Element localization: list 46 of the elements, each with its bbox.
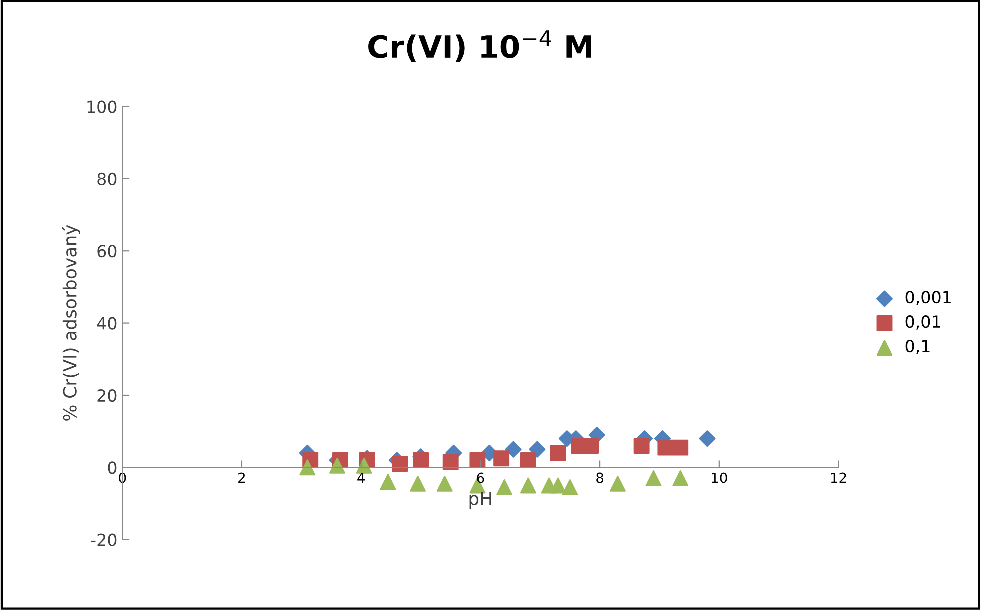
y-axis-title: % Cr(VI) adsorbovaný	[62, 225, 80, 421]
point	[646, 470, 662, 486]
point	[442, 454, 459, 470]
x-tick-label: 8	[596, 472, 604, 484]
y-tick-label: 80	[98, 172, 117, 186]
point	[380, 474, 396, 490]
point	[520, 452, 536, 468]
point	[529, 441, 546, 458]
point	[634, 438, 650, 454]
x-tick-label: 10	[712, 472, 728, 484]
y-tick-label: 60	[98, 245, 117, 258]
point	[470, 452, 486, 468]
point	[610, 476, 626, 492]
point	[550, 445, 566, 462]
point	[436, 476, 453, 492]
point	[520, 478, 536, 494]
x-tick-label: 2	[238, 472, 246, 484]
x-tick-label: 12	[831, 472, 846, 484]
point	[496, 480, 513, 496]
legend-label: 0,01	[906, 316, 940, 330]
point	[413, 452, 429, 468]
point	[410, 476, 426, 492]
x-tick-label: 6	[477, 472, 484, 484]
point	[658, 440, 674, 456]
legend-label: 0,001	[906, 291, 951, 306]
point	[494, 450, 510, 467]
y-tick-label: -20	[91, 534, 117, 546]
point	[699, 430, 716, 448]
point	[672, 470, 689, 486]
point	[562, 480, 578, 496]
x-tick-label: 4	[358, 472, 365, 484]
point	[672, 440, 689, 456]
x-axis-title: pH	[470, 492, 492, 509]
point	[329, 458, 346, 474]
y-tick-label: 20	[98, 389, 117, 402]
point	[356, 458, 372, 474]
point	[505, 441, 522, 458]
point	[392, 456, 408, 472]
y-tick-label: 40	[97, 317, 117, 330]
legend-label: 0,1	[906, 340, 930, 354]
chart-title: Cr(VI) 10$^{−4}$ M	[368, 30, 592, 62]
y-tick-label: 0	[108, 462, 117, 474]
point	[300, 460, 316, 476]
y-tick-label: 100	[88, 100, 117, 114]
point	[550, 478, 566, 494]
x-tick-label: 0	[119, 472, 126, 484]
